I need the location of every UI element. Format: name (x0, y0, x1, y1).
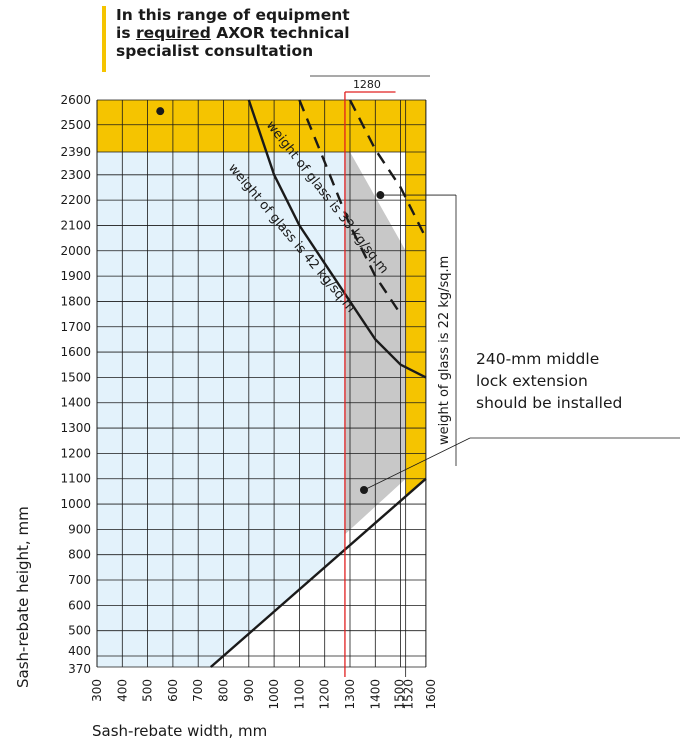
y-tick-label: 2500 (60, 118, 91, 132)
reference-line-label: 1280 (353, 78, 381, 91)
y-tick-label: 2390 (60, 145, 91, 159)
x-tick-label: 800 (217, 679, 231, 702)
region-consultation-right (405, 152, 426, 497)
x-tick-label: 1600 (424, 679, 438, 710)
y-tick-label: 2100 (60, 218, 91, 232)
top-note-suffix: AXOR technical (210, 24, 350, 42)
top-note-line3: specialist consultation (116, 42, 314, 60)
middle-note-line2: lock extension (476, 372, 588, 390)
x-tick-label: 300 (90, 679, 104, 702)
y-tick-label: 1800 (60, 294, 91, 308)
top-note-underlined: required (135, 24, 211, 42)
y-tick-label: 1100 (60, 472, 91, 486)
middle-note-line3: should be installed (476, 394, 623, 412)
x-axis-label: Sash-rebate width, mm (92, 722, 268, 740)
series-line-3 (210, 477, 427, 668)
x-tick-label: 900 (242, 679, 256, 702)
x-tick-label: 500 (141, 679, 155, 702)
y-tick-label: 500 (68, 624, 91, 638)
y-tick-label: 1400 (60, 396, 91, 410)
series-line-1 (298, 99, 402, 315)
top-note-line2: is required AXOR technical (116, 24, 350, 42)
series-line-0 (247, 99, 427, 379)
top-note: In this range of equipment is required A… (116, 6, 350, 60)
y-tick-label: 1500 (60, 370, 91, 384)
x-tick-label: 400 (115, 679, 129, 702)
y-tick-label: 900 (68, 522, 91, 536)
y-tick-label: 1200 (60, 446, 91, 460)
x-tick-label: 600 (166, 679, 180, 702)
series-line-2 (348, 99, 427, 239)
y-tick-label: 1900 (60, 269, 91, 283)
y-tick-label: 1600 (60, 345, 91, 359)
x-tick-label: 1000 (267, 679, 281, 710)
top-note-line1: In this range of equipment (116, 6, 350, 24)
middle-lock-note: 240-mm middle lock extension should be i… (476, 348, 622, 414)
note-accent-bar (102, 6, 106, 72)
y-tick-label: 2200 (60, 193, 91, 207)
y-tick-label: 400 (68, 644, 91, 658)
x-tick-label: 1400 (368, 679, 382, 710)
x-tick-label: 1200 (318, 679, 332, 710)
region-standard (97, 152, 345, 667)
x-tick-label: 700 (191, 679, 205, 702)
y-tick-label: 700 (68, 573, 91, 587)
y-tick-label: 2600 (60, 93, 91, 107)
marker-dot-1 (376, 191, 385, 200)
marker-dot-2 (360, 486, 368, 494)
leader-middle-1 (363, 437, 471, 491)
y-tick-label: 2000 (60, 244, 91, 258)
marker-dot-0 (156, 107, 165, 116)
top-note-prefix: is (116, 24, 136, 42)
y-tick-label: 1300 (60, 421, 91, 435)
y-tick-label: 1700 (60, 320, 91, 334)
x-tick-label: 1100 (292, 679, 306, 710)
series-label-22: weight of glass is 22 kg/sq.m (437, 256, 452, 445)
x-tick-label: 1500 (393, 679, 407, 710)
y-tick-label: 600 (68, 598, 91, 612)
y-tick-label: 370 (68, 662, 91, 676)
region-consultation-top (97, 100, 426, 152)
x-tick-label: 1300 (343, 679, 357, 710)
y-tick-label: 800 (68, 548, 91, 562)
y-tick-label: 1000 (60, 497, 91, 511)
y-tick-label: 2300 (60, 168, 91, 182)
middle-note-line1: 240-mm middle (476, 350, 600, 368)
x-tick-label: 1520 (402, 679, 416, 710)
